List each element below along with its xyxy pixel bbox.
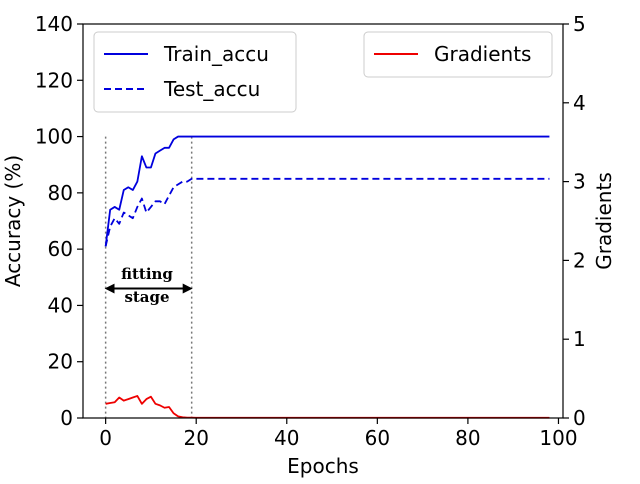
x-tick-label-0: 0 bbox=[99, 426, 112, 450]
x-tick-label-60: 60 bbox=[365, 426, 390, 450]
y-left-tick-label-100: 100 bbox=[35, 125, 73, 149]
legend-accuracy: Train_accu Test_accu bbox=[93, 31, 297, 113]
y-left-tick-label-40: 40 bbox=[48, 293, 73, 317]
y-right-tick-label-2: 2 bbox=[573, 248, 586, 272]
annotation-text-fitting: fitting bbox=[121, 265, 173, 283]
legend-gradients: Gradients bbox=[363, 31, 553, 78]
fitting-stage-annotation: fitting stage bbox=[121, 265, 173, 306]
annotation-text-stage: stage bbox=[124, 288, 169, 306]
y-left-tick-label-140: 140 bbox=[35, 12, 73, 36]
y-left-tick-label-120: 120 bbox=[35, 68, 73, 92]
legend-label-gradients: Gradients bbox=[434, 42, 531, 66]
y-axis-left-title: Accuracy (%) bbox=[1, 155, 25, 287]
y-left-tick-label-80: 80 bbox=[48, 181, 73, 205]
y-axis-right-title: Gradients bbox=[592, 172, 616, 269]
y-left-tick-label-60: 60 bbox=[48, 237, 73, 261]
y-right-tick-label-1: 1 bbox=[573, 327, 586, 351]
y-right-tick-label-4: 4 bbox=[573, 91, 586, 115]
legend-label-test: Test_accu bbox=[163, 77, 260, 101]
y-right-tick-label-5: 5 bbox=[573, 12, 586, 36]
x-tick-label-20: 20 bbox=[183, 426, 208, 450]
y-right-tick-label-3: 3 bbox=[573, 170, 586, 194]
x-axis-title: Epochs bbox=[287, 454, 359, 478]
x-tick-label-100: 100 bbox=[539, 426, 577, 450]
legend-accuracy-box bbox=[93, 31, 297, 113]
series-line-test-accu bbox=[104, 177, 550, 247]
plot-frame bbox=[82, 23, 564, 419]
y-right-tick-label-0: 0 bbox=[573, 406, 586, 430]
x-tick-label-80: 80 bbox=[455, 426, 480, 450]
y-left-tick-label-20: 20 bbox=[48, 350, 73, 374]
y-left-tick-label-0: 0 bbox=[60, 406, 73, 430]
x-tick-label-40: 40 bbox=[274, 426, 299, 450]
series-line-gradients bbox=[105, 395, 550, 419]
legend-gradients-box bbox=[363, 31, 553, 78]
legend-label-train: Train_accu bbox=[163, 42, 269, 66]
series-line-train-accu bbox=[104, 135, 550, 247]
